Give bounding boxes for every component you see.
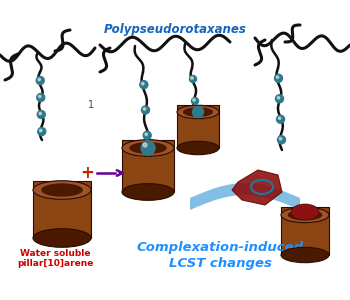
Text: LCST changes: LCST changes	[169, 256, 272, 269]
Circle shape	[276, 115, 285, 123]
Circle shape	[36, 76, 44, 85]
Ellipse shape	[129, 142, 167, 154]
Ellipse shape	[41, 183, 83, 197]
Circle shape	[40, 129, 42, 132]
Circle shape	[193, 106, 203, 118]
Circle shape	[278, 136, 286, 144]
Circle shape	[38, 128, 46, 136]
FancyBboxPatch shape	[122, 140, 174, 192]
Circle shape	[189, 76, 196, 82]
Ellipse shape	[288, 209, 322, 220]
Ellipse shape	[281, 247, 329, 263]
Circle shape	[145, 133, 147, 136]
Text: 1: 1	[88, 100, 94, 110]
Circle shape	[39, 112, 41, 115]
Circle shape	[277, 97, 280, 99]
Ellipse shape	[291, 204, 319, 220]
Text: pillar[10]arene: pillar[10]arene	[17, 260, 93, 268]
Circle shape	[142, 82, 144, 85]
Circle shape	[143, 143, 147, 147]
Circle shape	[143, 108, 146, 110]
Text: Polypseudorotaxanes: Polypseudorotaxanes	[104, 23, 246, 37]
Circle shape	[37, 94, 45, 101]
Circle shape	[141, 106, 149, 114]
Circle shape	[143, 131, 151, 139]
Circle shape	[38, 95, 41, 98]
Circle shape	[141, 141, 155, 155]
Text: Complexation-induced: Complexation-induced	[136, 242, 303, 254]
Circle shape	[191, 77, 193, 79]
Ellipse shape	[122, 184, 174, 200]
Circle shape	[193, 99, 195, 101]
FancyBboxPatch shape	[281, 207, 329, 255]
Circle shape	[274, 74, 282, 82]
Circle shape	[276, 76, 279, 78]
Text: Water soluble: Water soluble	[20, 250, 90, 259]
Circle shape	[279, 137, 282, 140]
Circle shape	[191, 98, 198, 104]
Ellipse shape	[281, 207, 329, 223]
Text: +: +	[80, 164, 94, 182]
Ellipse shape	[122, 140, 174, 156]
Circle shape	[37, 110, 45, 118]
FancyBboxPatch shape	[33, 181, 91, 238]
Circle shape	[140, 81, 148, 89]
Ellipse shape	[177, 141, 219, 155]
Ellipse shape	[183, 107, 213, 117]
Polygon shape	[232, 170, 282, 205]
Polygon shape	[190, 183, 300, 210]
Ellipse shape	[33, 181, 91, 199]
Circle shape	[278, 117, 281, 119]
Circle shape	[38, 78, 41, 81]
Ellipse shape	[33, 229, 91, 247]
Ellipse shape	[177, 105, 219, 119]
Circle shape	[275, 95, 284, 103]
FancyBboxPatch shape	[177, 105, 219, 148]
